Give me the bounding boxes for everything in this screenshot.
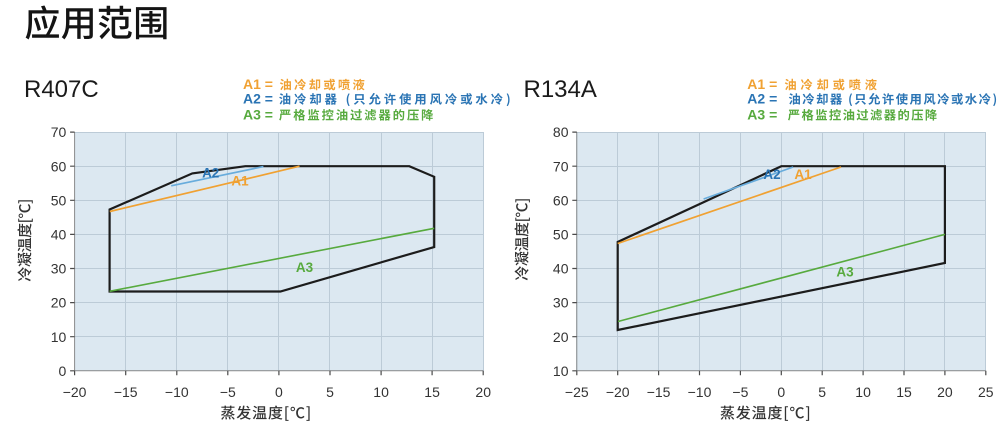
svg-text:20: 20 (553, 329, 569, 345)
svg-text:A3 =: A3 = (243, 107, 273, 123)
svg-text:15: 15 (424, 384, 440, 400)
svg-text:−15: −15 (114, 384, 138, 400)
svg-text:10: 10 (855, 384, 871, 400)
svg-text:R134A: R134A (524, 76, 597, 103)
svg-text:A2: A2 (202, 165, 219, 180)
svg-text:0: 0 (59, 363, 67, 379)
svg-text:A1 =: A1 = (747, 76, 777, 92)
svg-text:5: 5 (818, 384, 826, 400)
svg-text:30: 30 (553, 295, 569, 311)
svg-text:−10: −10 (165, 384, 189, 400)
svg-text:R407C: R407C (24, 76, 99, 103)
svg-text:−15: −15 (647, 384, 671, 400)
svg-text:10: 10 (51, 329, 67, 345)
svg-text:20: 20 (51, 295, 67, 311)
svg-text:15: 15 (896, 384, 912, 400)
svg-text:A2 =: A2 = (747, 91, 777, 107)
svg-text:80: 80 (553, 124, 569, 140)
svg-text:60: 60 (553, 192, 569, 208)
svg-text:40: 40 (51, 227, 67, 243)
svg-text:25: 25 (978, 384, 994, 400)
svg-text:0: 0 (275, 384, 283, 400)
svg-text:50: 50 (553, 227, 569, 243)
svg-text:−25: −25 (565, 384, 589, 400)
svg-text:−5: −5 (220, 384, 236, 400)
svg-text:A1: A1 (794, 167, 812, 182)
svg-text:60: 60 (51, 158, 67, 174)
svg-text:10: 10 (553, 363, 569, 379)
svg-text:A1: A1 (231, 173, 249, 188)
svg-text:A2: A2 (763, 167, 780, 182)
svg-text:A3: A3 (836, 264, 854, 279)
svg-text:−20: −20 (606, 384, 630, 400)
svg-text:−10: −10 (688, 384, 712, 400)
svg-text:0: 0 (777, 384, 785, 400)
svg-text:20: 20 (937, 384, 953, 400)
svg-text:−20: −20 (63, 384, 87, 400)
svg-text:A2 =: A2 = (243, 91, 273, 107)
svg-text:5: 5 (326, 384, 334, 400)
svg-text:A1 =: A1 = (243, 76, 273, 92)
svg-text:A3 =: A3 = (747, 107, 777, 123)
svg-text:70: 70 (51, 124, 67, 140)
svg-text:50: 50 (51, 192, 67, 208)
svg-text:70: 70 (553, 158, 569, 174)
svg-text:10: 10 (373, 384, 389, 400)
svg-text:30: 30 (51, 261, 67, 277)
svg-text:20: 20 (475, 384, 491, 400)
svg-text:−5: −5 (732, 384, 748, 400)
svg-text:A3: A3 (296, 260, 314, 275)
svg-text:40: 40 (553, 261, 569, 277)
